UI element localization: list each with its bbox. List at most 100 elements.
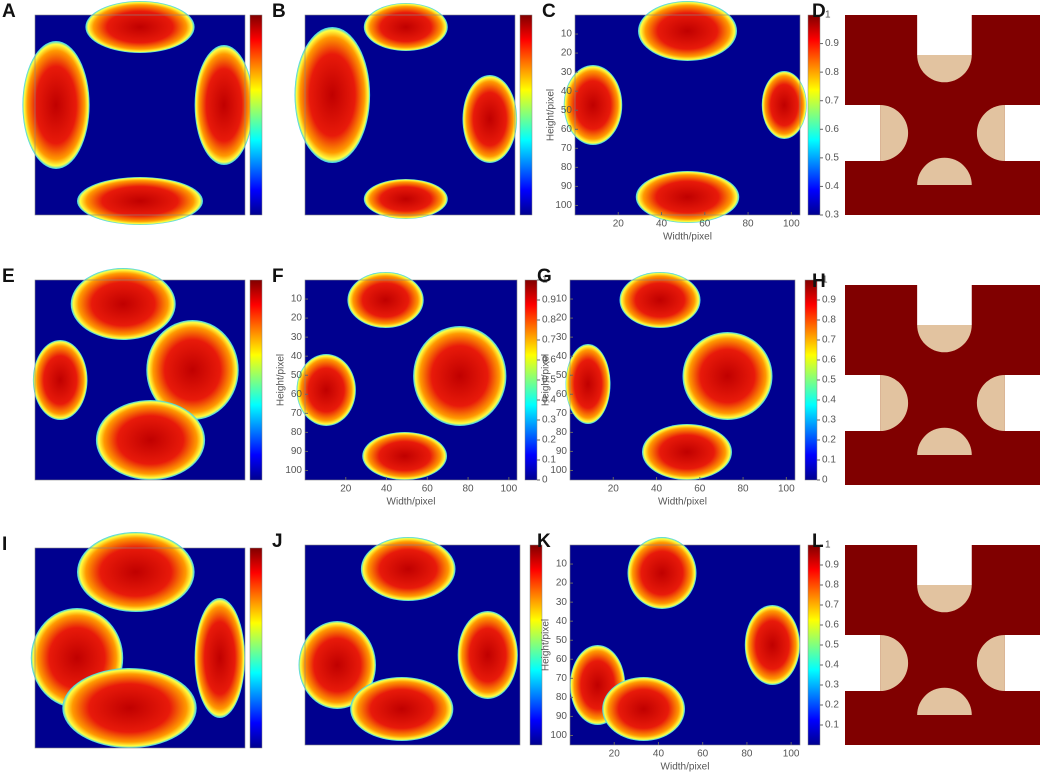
colorbar-tick-label: 1 [822, 275, 828, 286]
colorbar-tick-label: 0.6 [825, 620, 839, 631]
x-tick-label: 80 [741, 749, 753, 760]
heatmap-region [635, 171, 740, 223]
colorbar [249, 279, 263, 481]
colorbar-tick-label: 0.7 [825, 95, 839, 106]
y-tick-label: 90 [556, 711, 568, 722]
y-tick-label: 60 [556, 389, 568, 400]
colorbar-tick-label: 1 [825, 540, 831, 551]
plot-frame [569, 279, 796, 481]
y-tick-label: 70 [556, 673, 568, 684]
colorbar-tick-label: 0.5 [542, 375, 556, 386]
x-axis-label: Width/pixel [663, 232, 712, 243]
colorbar [529, 544, 543, 746]
heatmap-region [744, 605, 801, 685]
plot-frame [574, 14, 801, 216]
insert [976, 105, 1005, 161]
insert [880, 105, 909, 161]
heatmap-region [362, 432, 448, 480]
y-tick-label: 50 [556, 635, 568, 646]
colorbar-tick-label: 0.4 [825, 181, 839, 192]
plot-frame [304, 279, 518, 481]
x-axis-label: Width/pixel [658, 497, 707, 508]
x-tick-label: 60 [694, 484, 706, 495]
notch [1004, 375, 1040, 431]
insert [880, 635, 909, 691]
x-tick-label: 20 [608, 484, 620, 495]
colorbar-tick-label: 0.4 [822, 395, 836, 406]
colorbar-tick-label: 0.2 [542, 435, 556, 446]
colorbar-tick-label: 0.5 [825, 152, 839, 163]
colorbar-tick-label: 0.7 [542, 335, 556, 346]
heatmap-region [146, 320, 239, 420]
notch [845, 105, 881, 161]
colorbar-tick-label: 0.3 [825, 680, 839, 691]
insert [976, 635, 1005, 691]
y-tick-label: 10 [556, 294, 568, 305]
heatmap-region [32, 340, 88, 420]
y-tick-label: 70 [291, 408, 303, 419]
colorbar-tick-label: 1 [542, 275, 548, 286]
y-tick-label: 60 [556, 654, 568, 665]
colorbar-tick-label: 0.3 [825, 210, 839, 221]
y-tick-label: 90 [561, 181, 573, 192]
y-tick-label: 40 [291, 351, 303, 362]
colorbar-tick-label: 0.7 [822, 335, 836, 346]
heatmap-region [413, 326, 507, 426]
heatmap-region [85, 1, 195, 53]
y-tick-label: 100 [550, 465, 567, 476]
heatmap-region [294, 27, 371, 163]
y-tick-label: 30 [561, 67, 573, 78]
heatmap-region [682, 332, 773, 420]
heatmap-region [363, 179, 448, 219]
panel-letter: D [812, 1, 826, 22]
y-tick-label: 10 [561, 29, 573, 40]
notch [1004, 105, 1040, 161]
colorbar-tick-label: 0.8 [822, 315, 836, 326]
colorbar-tick-label: 0.9 [822, 295, 836, 306]
y-tick-label: 60 [561, 124, 573, 135]
colorbar-tick-label: 0.5 [822, 375, 836, 386]
x-tick-label: 20 [609, 749, 621, 760]
colorbar-tick-label: 0.9 [542, 295, 556, 306]
y-tick-label: 80 [291, 427, 303, 438]
colorbar-tick-label: 0.4 [542, 395, 556, 406]
heatmap-region [350, 677, 454, 741]
x-tick-label: 20 [340, 484, 352, 495]
colorbar-tick-label: 0.4 [825, 660, 839, 671]
panel-letter: H [812, 271, 826, 292]
x-tick-label: 60 [699, 219, 711, 230]
colorbar-tick-label: 0 [822, 475, 828, 486]
panel-letter: L [812, 531, 824, 552]
heatmap-region [77, 532, 195, 612]
heatmap-region [77, 177, 203, 225]
heatmap-region [194, 45, 254, 165]
y-tick-label: 20 [291, 313, 303, 324]
y-axis-label: Height/pixel [541, 619, 552, 671]
heatmap-region [627, 537, 697, 609]
y-tick-label: 20 [556, 313, 568, 324]
panel-letter: K [537, 531, 551, 552]
y-tick-label: 80 [561, 162, 573, 173]
colorbar-tick-label: 0.2 [822, 435, 836, 446]
x-tick-label: 60 [697, 749, 709, 760]
heatmap-region [563, 65, 623, 145]
panel-letter: I [2, 534, 7, 555]
heatmap-region [642, 424, 732, 480]
colorbar [249, 14, 263, 216]
heatmap-region [95, 400, 206, 480]
colorbar-tick-label: 0.1 [822, 455, 836, 466]
heatmap-region [194, 598, 245, 718]
y-tick-label: 40 [561, 86, 573, 97]
insert [917, 687, 972, 715]
colorbar-tick-label: 0.6 [825, 124, 839, 135]
x-axis-label: Width/pixel [661, 762, 710, 773]
plot-frame [34, 279, 246, 481]
heatmap-region [296, 354, 356, 426]
y-tick-label: 50 [561, 105, 573, 116]
insert [917, 427, 972, 455]
y-tick-label: 30 [291, 332, 303, 343]
colorbar-tick-label: 0.8 [542, 315, 556, 326]
y-tick-label: 20 [561, 48, 573, 59]
x-tick-label: 100 [778, 484, 795, 495]
